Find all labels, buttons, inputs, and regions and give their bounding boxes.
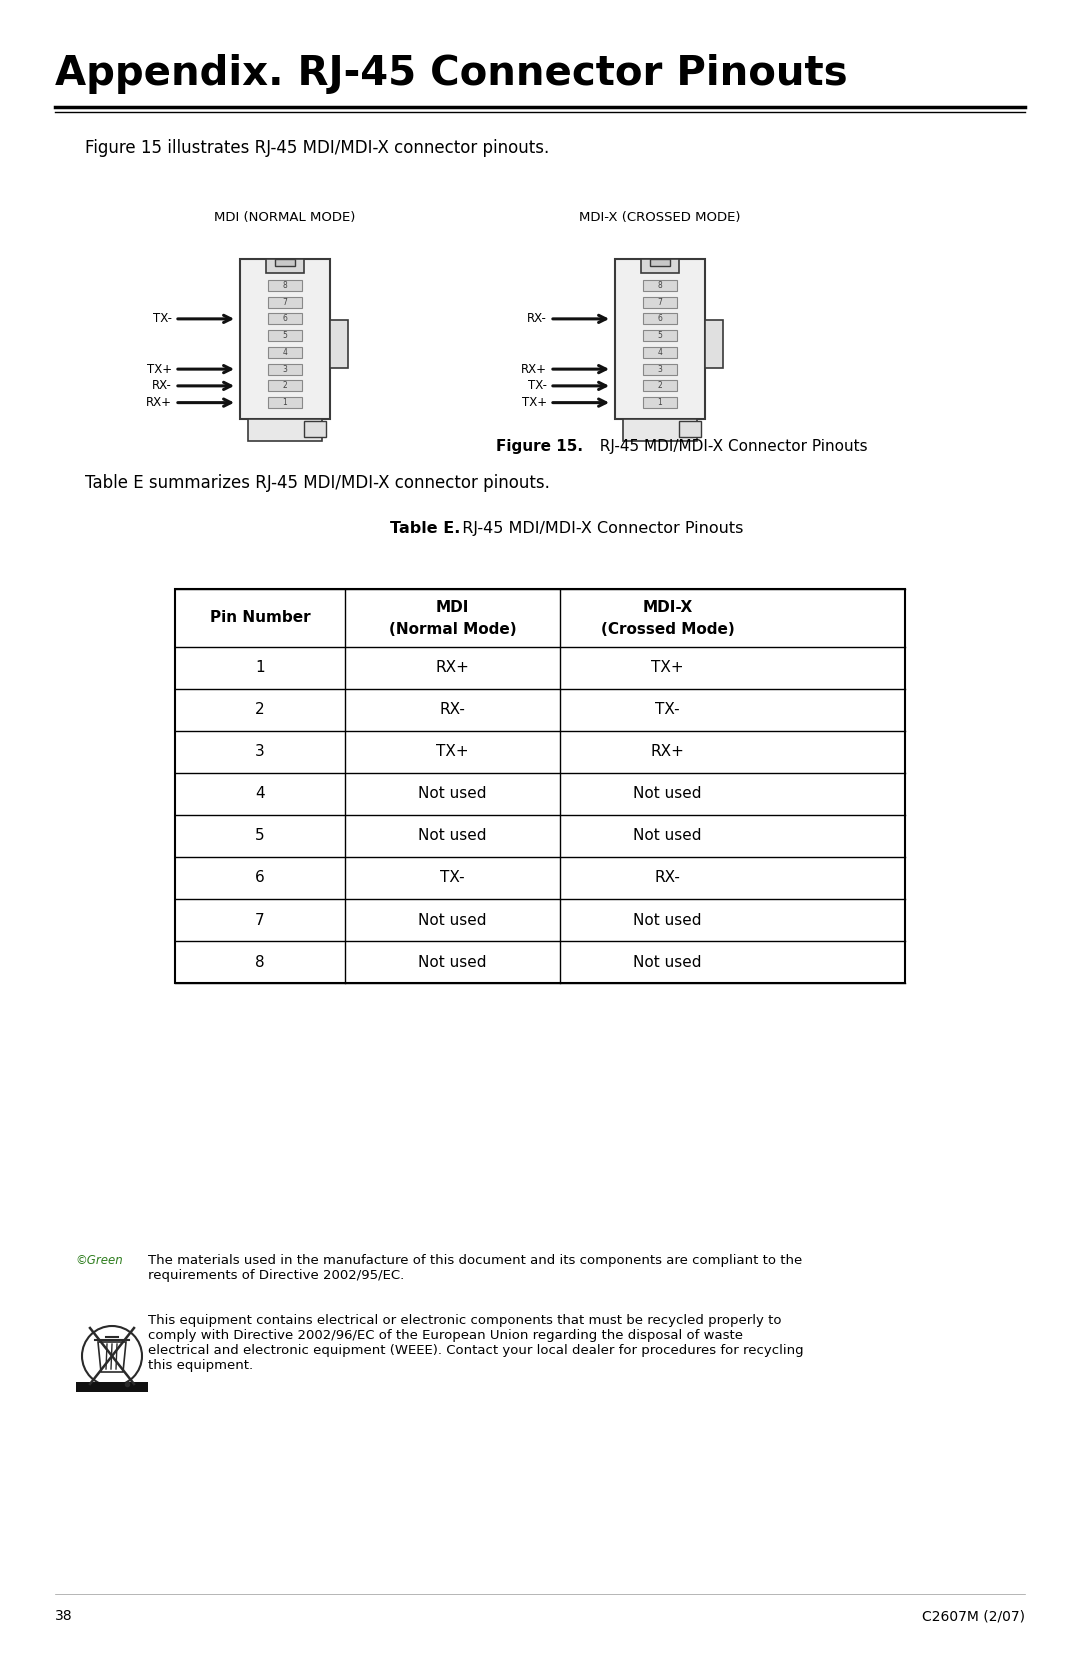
Bar [175, 589, 905, 983]
Text: Not used: Not used [633, 913, 702, 928]
Bar [705, 320, 723, 367]
Text: 2: 2 [283, 382, 287, 391]
Text: 8: 8 [658, 280, 662, 290]
Text: RX-: RX- [152, 379, 172, 392]
Bar [240, 259, 330, 419]
Text: 3: 3 [658, 364, 662, 374]
Text: 1: 1 [658, 399, 662, 407]
Text: RX+: RX+ [650, 744, 685, 759]
Text: Not used: Not used [633, 786, 702, 801]
Text: RX-: RX- [527, 312, 546, 325]
Text: TX+: TX+ [436, 744, 469, 759]
Bar [330, 320, 348, 367]
Text: 6: 6 [255, 871, 265, 886]
Bar [643, 297, 677, 307]
Text: 5: 5 [283, 330, 287, 340]
Text: Not used: Not used [418, 913, 487, 928]
Bar [248, 419, 322, 441]
Text: Pin Number: Pin Number [210, 611, 310, 626]
Bar [643, 314, 677, 324]
Bar [643, 397, 677, 409]
Text: This equipment contains electrical or electronic components that must be recycle: This equipment contains electrical or el… [148, 1314, 804, 1372]
Text: 2: 2 [658, 382, 662, 391]
Bar [275, 259, 295, 265]
Text: 1: 1 [283, 399, 287, 407]
Bar [643, 330, 677, 340]
Text: TX+: TX+ [147, 362, 172, 376]
Text: RX+: RX+ [521, 362, 546, 376]
Text: Not used: Not used [418, 786, 487, 801]
Bar [268, 347, 302, 357]
Text: 4: 4 [658, 347, 662, 357]
Bar [615, 259, 705, 419]
Text: 3: 3 [283, 364, 287, 374]
Text: Not used: Not used [633, 828, 702, 843]
Text: RJ-45 MDI/MDI-X Connector Pinouts: RJ-45 MDI/MDI-X Connector Pinouts [590, 439, 867, 454]
Text: TX+: TX+ [522, 396, 546, 409]
Bar [643, 364, 677, 374]
Bar [268, 280, 302, 290]
Text: RX-: RX- [654, 871, 680, 886]
Text: TX-: TX- [441, 871, 464, 886]
Bar [268, 397, 302, 409]
Text: 7: 7 [283, 297, 287, 307]
Bar [643, 381, 677, 391]
Text: Table E.: Table E. [390, 521, 460, 536]
Text: (Normal Mode): (Normal Mode) [389, 623, 516, 638]
Text: 7: 7 [658, 297, 662, 307]
Text: ©Green: ©Green [75, 1253, 123, 1267]
Text: RX+: RX+ [146, 396, 172, 409]
Text: 6: 6 [283, 314, 287, 324]
Text: Not used: Not used [633, 955, 702, 970]
Text: Not used: Not used [418, 828, 487, 843]
Text: 3: 3 [255, 744, 265, 759]
Text: 7: 7 [255, 913, 265, 928]
Text: MDI (NORMAL MODE): MDI (NORMAL MODE) [214, 210, 355, 224]
Bar [268, 314, 302, 324]
Bar [679, 421, 701, 437]
Text: 8: 8 [255, 955, 265, 970]
Text: 8: 8 [283, 280, 287, 290]
Text: The materials used in the manufacture of this document and its components are co: The materials used in the manufacture of… [148, 1253, 802, 1282]
Text: 1: 1 [255, 661, 265, 676]
Text: TX-: TX- [153, 312, 172, 325]
Text: MDI: MDI [436, 601, 469, 616]
Text: 2: 2 [255, 703, 265, 718]
Bar [642, 259, 679, 274]
Text: 5: 5 [658, 330, 662, 340]
Text: TX-: TX- [528, 379, 546, 392]
Text: 4: 4 [255, 786, 265, 801]
Text: 4: 4 [283, 347, 287, 357]
Text: 38: 38 [55, 1609, 72, 1622]
Text: Table E summarizes RJ-45 MDI/MDI-X connector pinouts.: Table E summarizes RJ-45 MDI/MDI-X conne… [85, 474, 550, 492]
Bar [623, 419, 697, 441]
Bar [76, 1382, 148, 1392]
Bar [303, 421, 326, 437]
Text: Figure 15 illustrates RJ-45 MDI/MDI-X connector pinouts.: Figure 15 illustrates RJ-45 MDI/MDI-X co… [85, 139, 550, 157]
Text: 5: 5 [255, 828, 265, 843]
Text: RX+: RX+ [435, 661, 470, 676]
Text: (Crossed Mode): (Crossed Mode) [600, 623, 734, 638]
Bar [268, 330, 302, 340]
Bar [266, 259, 303, 274]
Text: MDI-X (CROSSED MODE): MDI-X (CROSSED MODE) [579, 210, 741, 224]
Text: RX-: RX- [440, 703, 465, 718]
Text: Not used: Not used [418, 955, 487, 970]
Bar [268, 381, 302, 391]
Bar [643, 280, 677, 290]
Text: MDI-X: MDI-X [643, 601, 692, 616]
Text: Appendix. RJ-45 Connector Pinouts: Appendix. RJ-45 Connector Pinouts [55, 53, 848, 93]
Bar [643, 347, 677, 357]
Text: C2607M (2/07): C2607M (2/07) [922, 1609, 1025, 1622]
Bar [268, 297, 302, 307]
Text: 6: 6 [658, 314, 662, 324]
Text: Figure 15.: Figure 15. [497, 439, 583, 454]
Text: TX+: TX+ [651, 661, 684, 676]
Bar [268, 364, 302, 374]
Text: RJ-45 MDI/MDI-X Connector Pinouts: RJ-45 MDI/MDI-X Connector Pinouts [453, 521, 743, 536]
Text: TX-: TX- [656, 703, 679, 718]
Bar [650, 259, 670, 265]
